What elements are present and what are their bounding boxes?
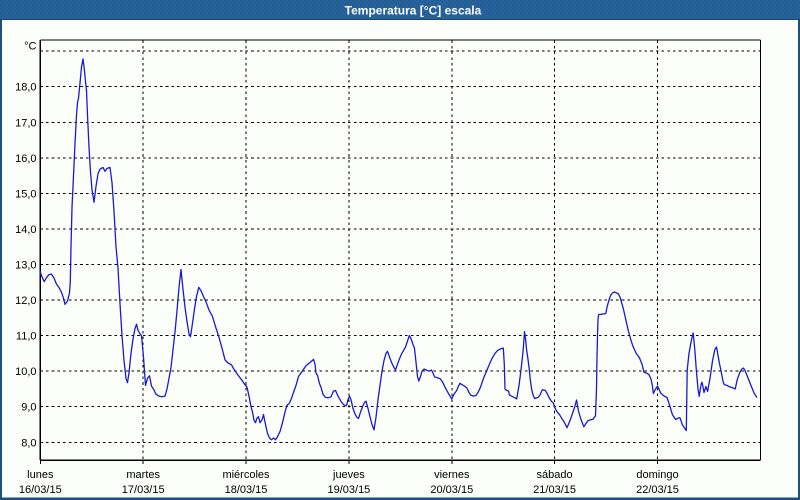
- svg-text:12,0: 12,0: [15, 295, 36, 307]
- svg-text:sábado: sábado: [537, 469, 573, 481]
- svg-text:15,0: 15,0: [15, 188, 36, 200]
- svg-text:11,0: 11,0: [16, 331, 37, 343]
- svg-text:16/03/15: 16/03/15: [19, 484, 62, 496]
- svg-text:18,0: 18,0: [15, 82, 36, 94]
- svg-text:18/03/15: 18/03/15: [225, 484, 268, 496]
- svg-text:17/03/15: 17/03/15: [122, 484, 165, 496]
- svg-text:°C: °C: [24, 41, 36, 53]
- svg-text:Temperatura [°C] escala: Temperatura [°C] escala: [345, 4, 482, 18]
- svg-text:lunes: lunes: [27, 469, 54, 481]
- svg-text:10,0: 10,0: [15, 366, 36, 378]
- svg-text:viernes: viernes: [434, 469, 470, 481]
- svg-text:jueves: jueves: [332, 469, 365, 481]
- svg-text:21/03/15: 21/03/15: [533, 484, 576, 496]
- svg-text:19/03/15: 19/03/15: [327, 484, 370, 496]
- svg-text:martes: martes: [126, 469, 160, 481]
- svg-text:20/03/15: 20/03/15: [430, 484, 473, 496]
- svg-text:domingo: domingo: [636, 469, 678, 481]
- svg-text:9,0: 9,0: [21, 402, 36, 414]
- svg-text:8,0: 8,0: [21, 437, 36, 449]
- svg-text:22/03/15: 22/03/15: [636, 484, 679, 496]
- svg-text:16,0: 16,0: [15, 153, 36, 165]
- svg-text:17,0: 17,0: [15, 117, 36, 129]
- svg-text:13,0: 13,0: [15, 260, 36, 272]
- svg-text:miércoles: miércoles: [222, 469, 270, 481]
- svg-text:14,0: 14,0: [15, 224, 36, 236]
